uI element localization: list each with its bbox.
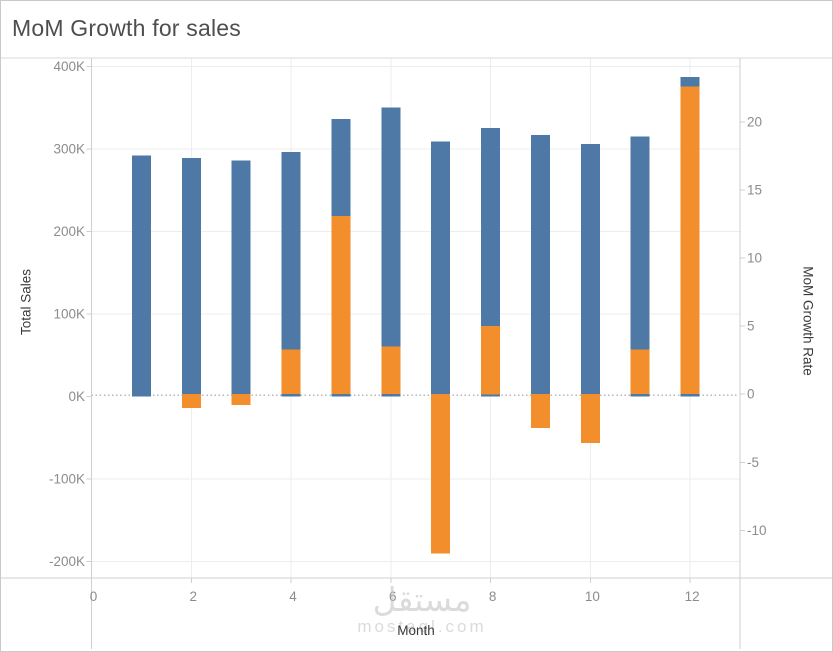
growth-bar-month-12[interactable] [680, 86, 700, 395]
left-tick-label: 300K [53, 141, 85, 156]
axis-lines [1, 57, 832, 649]
tick-marks [86, 65, 745, 583]
x-tick-label: 0 [90, 589, 98, 604]
x-tick-label: 4 [289, 589, 297, 604]
growth-bar-month-7[interactable] [431, 394, 451, 554]
growth-bar-month-10[interactable] [580, 394, 600, 444]
right-tick-label: 0 [747, 387, 755, 402]
left-tick-label: 0K [68, 389, 85, 404]
tick-labels: 400K300K200K100K0K-100K-200K20151050-5-1… [49, 59, 767, 604]
left-tick-label: 400K [53, 59, 85, 74]
left-tick-label: -100K [49, 471, 85, 486]
right-tick-label: 10 [747, 251, 762, 266]
sales-bar-month-10[interactable] [580, 143, 600, 397]
growth-bar-month-11[interactable] [630, 349, 650, 395]
right-tick-label: 5 [747, 319, 755, 334]
right-tick-label: 15 [747, 183, 762, 198]
left-tick-label: -200K [49, 554, 85, 569]
growth-bar-month-6[interactable] [381, 346, 401, 395]
growth-bar-month-4[interactable] [281, 349, 301, 395]
right-tick-label: 20 [747, 114, 762, 129]
x-tick-label: 8 [489, 589, 497, 604]
growth-bar-month-9[interactable] [531, 394, 550, 429]
x-tick-label: 2 [190, 589, 198, 604]
right-axis-title: MoM Growth Rate [800, 266, 816, 376]
sales-bar-month-3[interactable] [231, 160, 251, 397]
sales-bar-month-6[interactable] [381, 107, 401, 397]
sales-bar-month-9[interactable] [531, 134, 550, 397]
right-tick-label: -5 [747, 455, 759, 470]
right-tick-label: -10 [747, 523, 767, 538]
sales-bar-month-2[interactable] [181, 157, 201, 397]
left-axis-title: Total Sales [18, 268, 34, 336]
growth-bar-month-2[interactable] [181, 394, 201, 408]
bars [131, 77, 700, 554]
sales-bar-month-1[interactable] [131, 155, 151, 397]
sales-bar-month-4[interactable] [281, 152, 301, 397]
chart-title: MoM Growth for sales [12, 15, 241, 41]
sales-bar-month-7[interactable] [431, 141, 451, 397]
x-tick-label: 12 [685, 589, 700, 604]
left-tick-label: 200K [53, 224, 85, 239]
x-axis-title: Month [397, 623, 435, 638]
growth-bar-month-3[interactable] [231, 394, 251, 406]
growth-bar-month-8[interactable] [481, 326, 501, 395]
growth-bar-month-5[interactable] [331, 215, 351, 395]
sales-bar-month-11[interactable] [630, 136, 650, 397]
x-tick-label: 6 [389, 589, 397, 604]
x-tick-label: 10 [585, 589, 600, 604]
left-tick-label: 100K [53, 306, 85, 321]
